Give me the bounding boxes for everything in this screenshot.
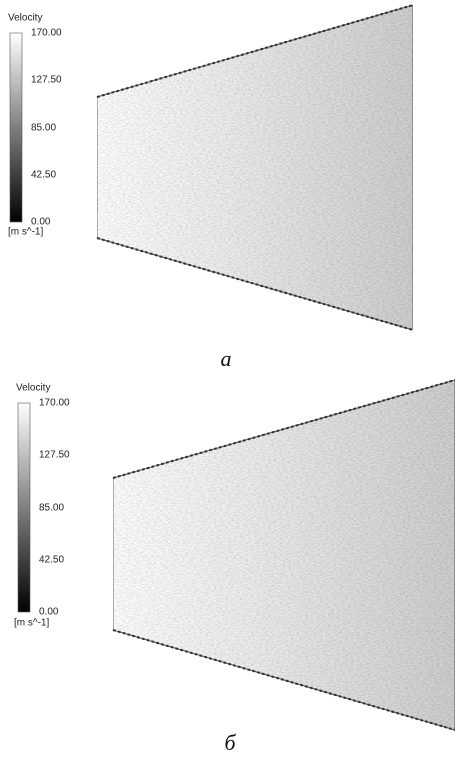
colorbar-tick: 85.00 bbox=[31, 123, 56, 134]
colorbar-tick: 170.00 bbox=[31, 28, 62, 39]
unit-label: [m s^-1] bbox=[14, 618, 49, 629]
unit-label: [m s^-1] bbox=[8, 227, 43, 238]
velocity-field bbox=[97, 5, 413, 330]
figure: Velocity 170.00 127.50 85.00 42.50 0.00 … bbox=[0, 0, 455, 765]
colorbar-tick: 170.00 bbox=[39, 398, 70, 409]
colorbar-tick: 127.50 bbox=[39, 450, 70, 461]
colorbar-tick: 42.50 bbox=[31, 170, 56, 181]
colorbar-tick: 127.50 bbox=[31, 75, 62, 86]
panel-b: Velocity 170.00 127.50 85.00 42.50 0.00 … bbox=[14, 380, 455, 755]
colorbar-tick: 85.00 bbox=[39, 503, 64, 514]
legend-title: Velocity bbox=[16, 383, 50, 394]
legend-title: Velocity bbox=[8, 13, 42, 24]
velocity-field bbox=[113, 380, 455, 730]
panel-a: Velocity 170.00 127.50 85.00 42.50 0.00 … bbox=[8, 5, 413, 371]
caption: б bbox=[224, 730, 236, 755]
colorbar bbox=[18, 403, 30, 612]
colorbar-tick: 0.00 bbox=[39, 607, 59, 618]
caption: а bbox=[221, 346, 232, 371]
colorbar bbox=[10, 33, 22, 222]
colorbar-tick: 42.50 bbox=[39, 555, 64, 566]
